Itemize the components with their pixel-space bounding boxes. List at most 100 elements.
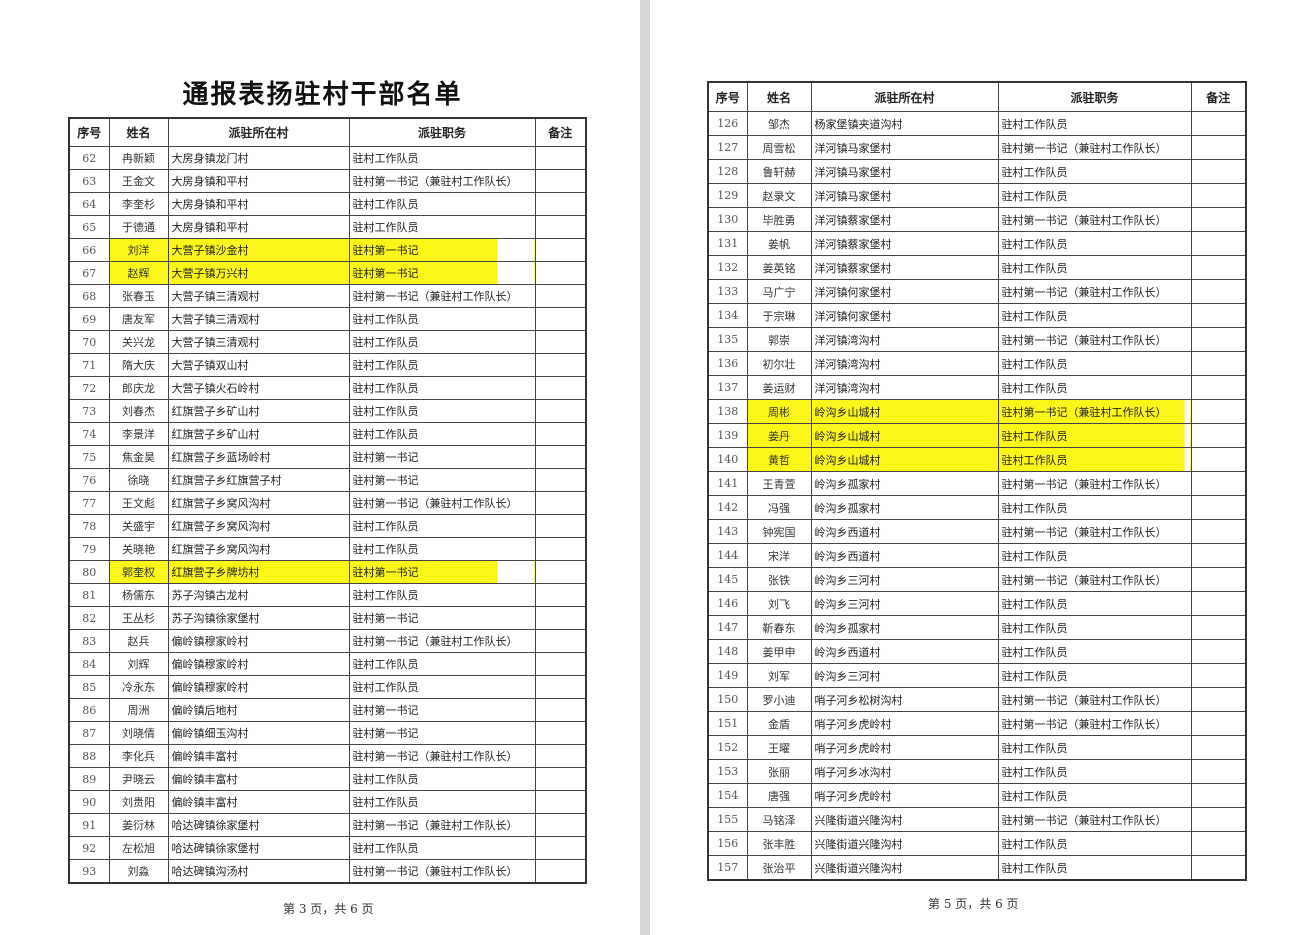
remarks-cell [534, 790, 587, 814]
village-cell: 岭沟乡西道村 [810, 519, 999, 544]
header-role: 派驻职务 [997, 81, 1192, 112]
village-cell: 洋河镇何家堡村 [810, 303, 999, 328]
table-row: 155 马铭泽 兴隆街道兴隆沟村 驻村第一书记（兼驻村工作队长） [707, 807, 1247, 832]
remarks-cell [1190, 279, 1247, 304]
role-cell: 驻村第一书记（兼驻村工作队长） [348, 629, 536, 653]
table-row: 150 罗小迪 哨子河乡松树沟村 驻村第一书记（兼驻村工作队长） [707, 687, 1247, 712]
name-cell: 张春玉 [108, 284, 169, 308]
seq-cell: 146 [707, 591, 748, 616]
name-cell: 冉新颖 [108, 146, 169, 170]
seq-cell: 153 [707, 759, 748, 784]
table-row: 90 刘贵阳 偏岭镇丰富村 驻村工作队员 [68, 790, 587, 814]
role-cell: 驻村工作队员 [997, 783, 1192, 808]
seq-cell: 72 [68, 376, 110, 400]
table-row: 151 金盾 哨子河乡虎岭村 驻村第一书记（兼驻村工作队长） [707, 711, 1247, 736]
seq-cell: 127 [707, 135, 748, 160]
village-cell: 偏岭镇穆家岭村 [167, 652, 350, 676]
table-row: 68 张春玉 大营子镇三清观村 驻村第一书记（兼驻村工作队长） [68, 284, 587, 308]
seq-cell: 80 [68, 560, 110, 584]
table-row: 135 郭崇 洋河镇湾沟村 驻村第一书记（兼驻村工作队长） [707, 327, 1247, 352]
name-cell: 郭奎权 [108, 560, 169, 584]
remarks-cell [534, 859, 587, 884]
table-row: 156 张丰胜 兴隆街道兴隆沟村 驻村工作队员 [707, 831, 1247, 856]
name-cell: 刘晓倩 [108, 721, 169, 745]
table-row: 132 姜英铭 洋河镇蔡家堡村 驻村工作队员 [707, 255, 1247, 280]
remarks-cell [1190, 639, 1247, 664]
village-cell: 岭沟乡山城村 [810, 447, 999, 472]
village-cell: 哨子河乡松树沟村 [810, 687, 999, 712]
seq-cell: 76 [68, 468, 110, 492]
village-cell: 洋河镇马家堡村 [810, 183, 999, 208]
name-cell: 刘春杰 [108, 399, 169, 423]
remarks-cell [1190, 183, 1247, 208]
remarks-cell [534, 422, 587, 446]
village-cell: 洋河镇湾沟村 [810, 351, 999, 376]
seq-cell: 131 [707, 231, 748, 256]
name-cell: 张丰胜 [746, 831, 812, 856]
role-cell: 驻村第一书记 [348, 698, 536, 722]
remarks-cell [1190, 543, 1247, 568]
remarks-cell [534, 744, 587, 768]
name-cell: 姜甲申 [746, 639, 812, 664]
table-header-row: 序号 姓名 派驻所在村 派驻职务 备注 [68, 117, 587, 147]
table-row: 87 刘晓倩 偏岭镇细玉沟村 驻村第一书记 [68, 721, 587, 745]
role-cell: 驻村第一书记（兼驻村工作队长） [997, 567, 1192, 592]
seq-cell: 137 [707, 375, 748, 400]
name-cell: 周洲 [108, 698, 169, 722]
name-cell: 唐强 [746, 783, 812, 808]
role-cell: 驻村工作队员 [997, 591, 1192, 616]
name-cell: 关兴龙 [108, 330, 169, 354]
name-cell: 靳春东 [746, 615, 812, 640]
table-row: 72 郎庆龙 大营子镇火石岭村 驻村工作队员 [68, 376, 587, 400]
remarks-cell [534, 307, 587, 331]
seq-cell: 134 [707, 303, 748, 328]
seq-cell: 71 [68, 353, 110, 377]
role-cell: 驻村工作队员 [997, 735, 1192, 760]
remarks-cell [534, 284, 587, 308]
table-row: 148 姜甲申 岭沟乡西道村 驻村工作队员 [707, 639, 1247, 664]
table-row: 69 唐友军 大营子镇三清观村 驻村工作队员 [68, 307, 587, 331]
remarks-cell [534, 376, 587, 400]
remarks-cell [1190, 375, 1247, 400]
seq-cell: 139 [707, 423, 748, 448]
table-row: 145 张铁 岭沟乡三河村 驻村第一书记（兼驻村工作队长） [707, 567, 1247, 592]
village-cell: 偏岭镇穆家岭村 [167, 675, 350, 699]
village-cell: 红旗营子乡窝风沟村 [167, 514, 350, 538]
name-cell: 钟宪国 [746, 519, 812, 544]
seq-cell: 89 [68, 767, 110, 791]
role-cell: 驻村第一书记 [348, 606, 536, 630]
village-cell: 苏子沟镇古龙村 [167, 583, 350, 607]
remarks-cell [534, 192, 587, 216]
seq-cell: 84 [68, 652, 110, 676]
table-row: 140 黄哲 岭沟乡山城村 驻村工作队员 [707, 447, 1247, 472]
seq-cell: 133 [707, 279, 748, 304]
remarks-cell [1190, 831, 1247, 856]
remarks-cell [1190, 759, 1247, 784]
village-cell: 洋河镇蔡家堡村 [810, 231, 999, 256]
seq-cell: 93 [68, 859, 110, 884]
name-cell: 姜衍林 [108, 813, 169, 837]
village-cell: 红旗营子乡牌坊村 [167, 560, 350, 584]
seq-cell: 149 [707, 663, 748, 688]
remarks-cell [1190, 615, 1247, 640]
seq-cell: 85 [68, 675, 110, 699]
role-cell: 驻村第一书记（兼驻村工作队长） [348, 813, 536, 837]
remarks-cell [534, 238, 587, 262]
remarks-cell [534, 146, 587, 170]
remarks-cell [534, 215, 587, 239]
role-cell: 驻村第一书记（兼驻村工作队长） [997, 807, 1192, 832]
table-row: 144 宋洋 岭沟乡西道村 驻村工作队员 [707, 543, 1247, 568]
village-cell: 偏岭镇丰富村 [167, 790, 350, 814]
village-cell: 偏岭镇丰富村 [167, 767, 350, 791]
role-cell: 驻村第一书记 [348, 261, 536, 285]
table-row: 65 于德通 大房身镇和平村 驻村工作队员 [68, 215, 587, 239]
name-cell: 姜英铭 [746, 255, 812, 280]
seq-cell: 64 [68, 192, 110, 216]
village-cell: 红旗营子乡矿山村 [167, 422, 350, 446]
name-cell: 王青萱 [746, 471, 812, 496]
role-cell: 驻村工作队员 [348, 836, 536, 860]
remarks-cell [1190, 711, 1247, 736]
remarks-cell [534, 767, 587, 791]
name-cell: 刘贵阳 [108, 790, 169, 814]
seq-cell: 154 [707, 783, 748, 808]
